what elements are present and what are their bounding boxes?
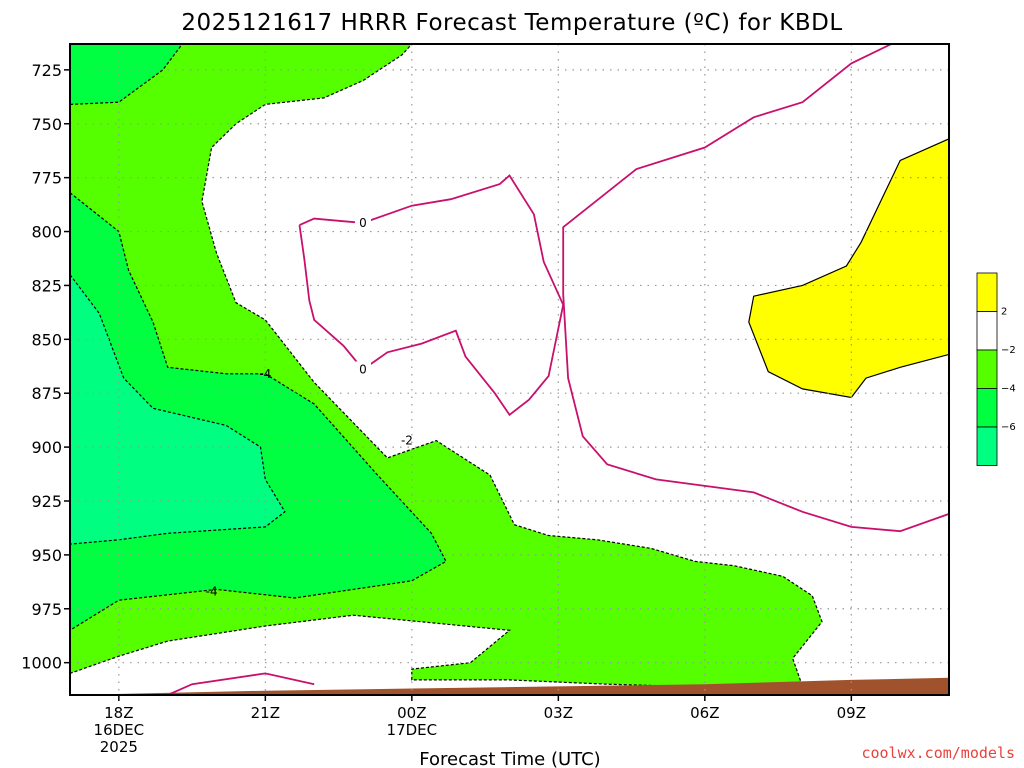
- colorbar-bin: [976, 311, 998, 351]
- colorbar-bin: [976, 272, 998, 312]
- x-tick-label: 00Z: [397, 704, 426, 722]
- region-minus4_to_minus6: [70, 44, 184, 106]
- x-tick-label: 09Z: [837, 704, 866, 722]
- y-tick-label: 850: [31, 330, 62, 349]
- contour-label: -2: [401, 434, 413, 448]
- contour-label-bg: [355, 214, 371, 229]
- x-tick-label: 17DEC: [387, 721, 438, 739]
- colorbar-bin: [976, 349, 998, 389]
- x-tick-label: 03Z: [544, 704, 573, 722]
- x-tick-label: 21Z: [251, 704, 280, 722]
- y-tick-label: 1000: [21, 654, 62, 673]
- ground-terrain: [70, 677, 949, 695]
- colorbar: 2 −2 −4 −6: [976, 272, 1016, 466]
- zero-contours: [167, 44, 949, 695]
- y-axis: 725 750 775 800 825 850 875 900 925 950 975 1000: [21, 61, 70, 673]
- contour-label: 0: [359, 216, 367, 230]
- x-tick-label: 18Z: [104, 704, 133, 722]
- chart-title: 2025121617 HRRR Forecast Temperature (ºC…: [181, 10, 842, 36]
- y-tick-label: 950: [31, 546, 62, 565]
- y-tick-label: 750: [31, 115, 62, 134]
- colorbar-label: 2: [1001, 307, 1007, 318]
- x-tick-label: 16DEC: [94, 721, 145, 739]
- contour-label-bg: [355, 361, 371, 376]
- x-tick-label: 2025: [100, 738, 138, 756]
- zero-contour-line: [298, 174, 565, 417]
- y-tick-label: 825: [31, 276, 62, 295]
- colorbar-label: −2: [1001, 345, 1016, 356]
- colorbar-label: −4: [1001, 384, 1016, 395]
- x-tick-label: 06Z: [690, 704, 719, 722]
- colorbar-bin: [976, 388, 998, 428]
- colorbar-bin: [976, 426, 998, 466]
- temperature-fills: [70, 44, 949, 695]
- y-tick-label: 900: [31, 438, 62, 457]
- colorbar-label: −6: [1001, 422, 1016, 433]
- zero-contour-line: [562, 44, 949, 533]
- x-axis-label: Forecast Time (UTC): [419, 749, 600, 768]
- plot-frame: [69, 43, 950, 696]
- y-tick-label: 775: [31, 169, 62, 188]
- zero-contour-line: [167, 672, 315, 695]
- region-above_2: [748, 138, 949, 399]
- y-tick-label: 725: [31, 61, 62, 80]
- contour-labels: 0 0 -2 -4 -4: [206, 214, 413, 599]
- contour-label: 0: [359, 363, 367, 377]
- y-tick-label: 925: [31, 492, 62, 511]
- contour-label: -4: [259, 367, 271, 381]
- contour-label: -4: [206, 585, 218, 599]
- credit-text: coolwx.com/models: [861, 744, 1015, 762]
- y-tick-label: 800: [31, 223, 62, 242]
- y-tick-label: 975: [31, 600, 62, 619]
- y-tick-label: 875: [31, 384, 62, 403]
